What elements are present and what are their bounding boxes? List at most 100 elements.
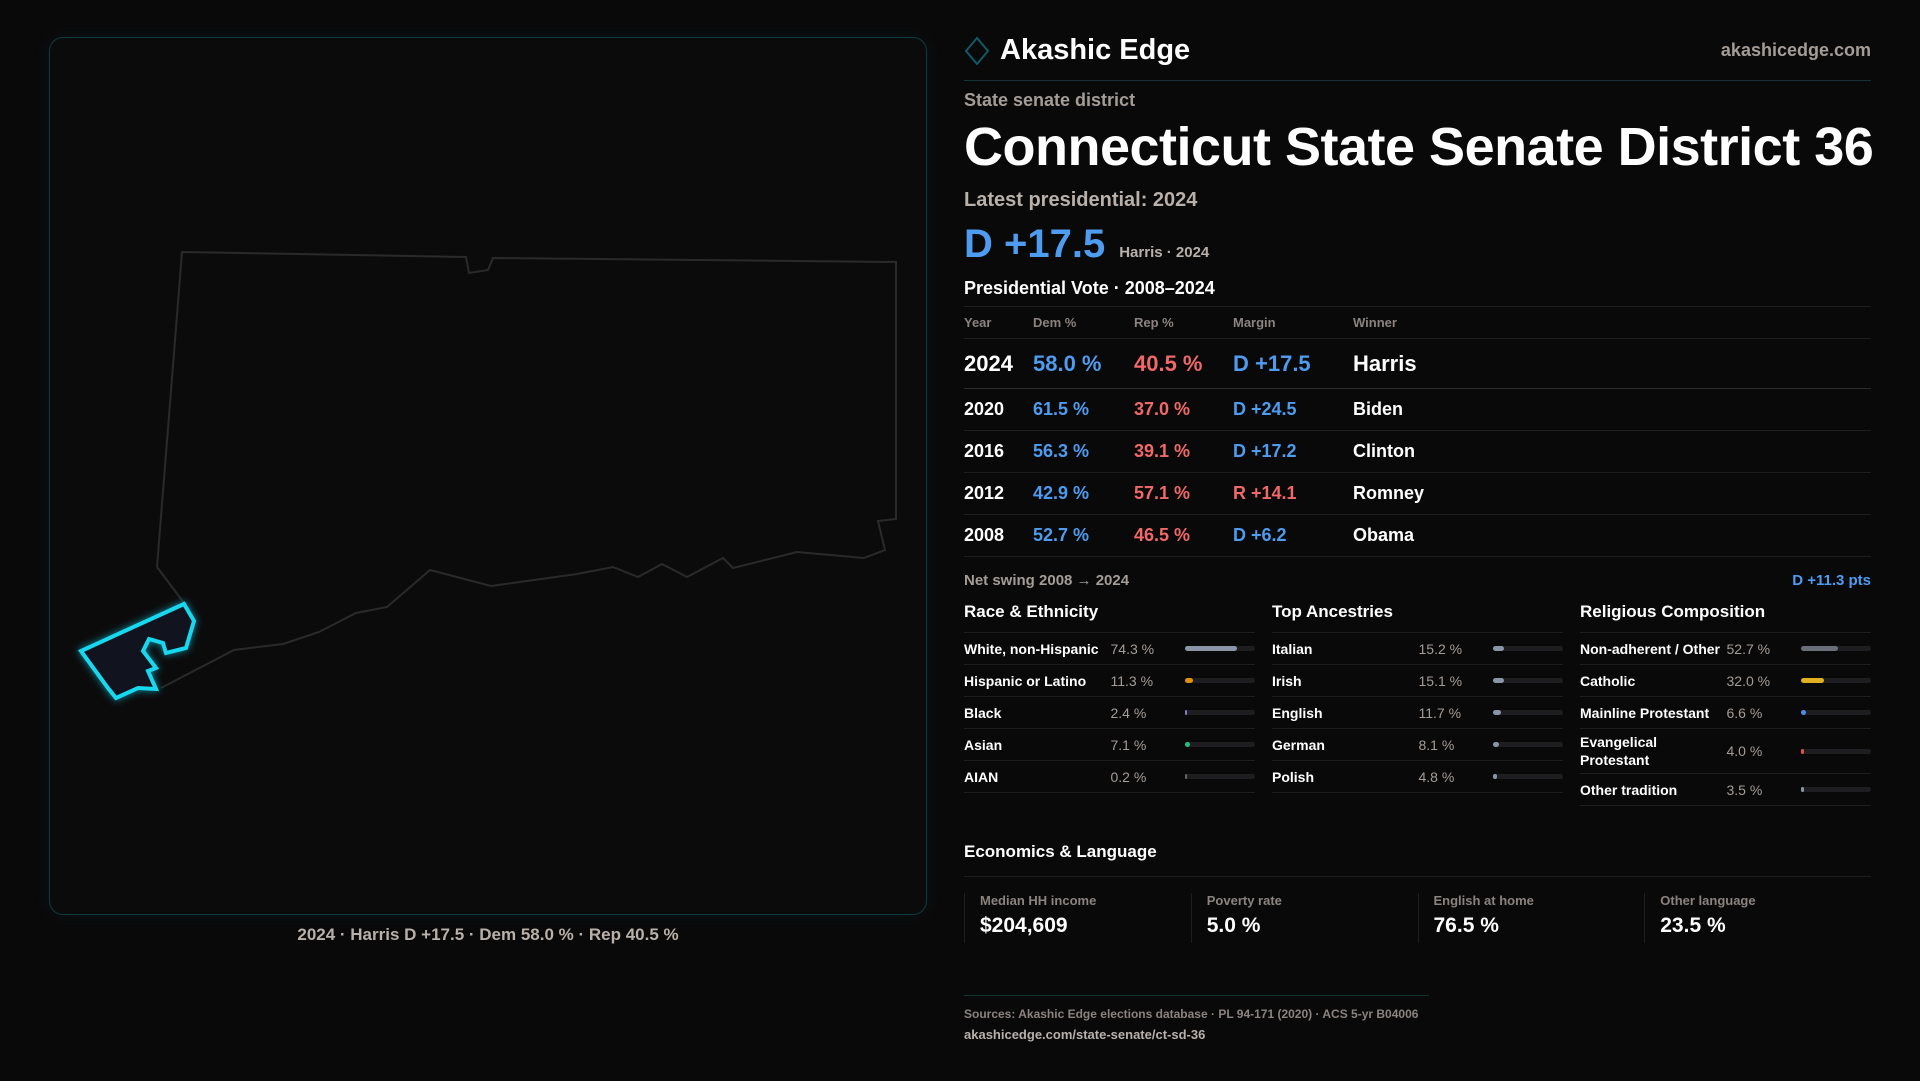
cell-rep: 57.1 % — [1134, 472, 1233, 515]
table-row: 2020 61.5 % 37.0 % D +24.5 Biden — [964, 388, 1871, 431]
stat-bar — [1185, 774, 1256, 779]
stat-bar — [1185, 742, 1256, 747]
cell-year: 2024 — [964, 338, 1033, 389]
cell-margin: D +24.5 — [1233, 388, 1353, 431]
latest-margin-block: D +17.5 Harris · 2024 — [964, 222, 1209, 267]
col-header: Margin — [1233, 306, 1353, 339]
stat-bar-fill — [1801, 710, 1806, 715]
col-header: Dem % — [1033, 306, 1134, 339]
stat-label: AIAN — [964, 768, 999, 785]
econ-value: 76.5 % — [1433, 914, 1499, 937]
cell-winner: Obama — [1353, 514, 1871, 557]
econ-card: English at home 76.5 % — [1417, 893, 1645, 943]
district-type: State senate district — [964, 90, 1136, 110]
net-swing-value: D +11.3 pts — [1792, 572, 1871, 589]
stat-bar — [1801, 646, 1872, 651]
cell-winner: Biden — [1353, 388, 1871, 431]
cell-dem: 42.9 % — [1033, 472, 1134, 515]
stat-label: Evangelical Protestant — [1580, 734, 1658, 768]
cell-margin: D +17.5 — [1233, 338, 1353, 389]
stat-label: Other tradition — [1580, 781, 1678, 798]
state-outline-west — [156, 566, 185, 604]
section-title: Race & Ethnicity — [964, 602, 1255, 633]
econ-cards: Median HH income $204,609 Poverty rate 5.0 … — [964, 893, 1871, 943]
stat-bar-fill — [1801, 678, 1824, 683]
stat-bar — [1493, 742, 1564, 747]
cell-margin: R +14.1 — [1233, 472, 1353, 515]
district-map[interactable] — [49, 37, 927, 915]
stat-bar — [1493, 646, 1564, 651]
stat-label: Asian — [964, 736, 1003, 753]
stat-value: 74.3 % — [1110, 640, 1155, 657]
stat-value: 4.0 % — [1726, 743, 1763, 759]
col-header: Year — [964, 306, 1033, 339]
pres-vote-title: Presidential Vote · 2008–2024 — [964, 278, 1215, 298]
pres-vote-table: Year Dem % Rep % Margin Winner 2024 58.0 % 40.… — [964, 306, 1871, 557]
stat-bar-fill — [1801, 787, 1804, 792]
econ-label: Other language — [1660, 893, 1756, 908]
state-outline — [156, 250, 897, 689]
stat-bar-fill — [1801, 646, 1839, 651]
stat-row: AIAN 0.2 % — [964, 761, 1256, 793]
econ-label: Median HH income — [980, 893, 1097, 908]
econ-card: Poverty rate 5.0 % — [1190, 893, 1418, 943]
stat-row: Polish 4.8 % — [1272, 761, 1564, 793]
stat-label: Non-adherent / Other — [1580, 640, 1721, 657]
map-caption: 2024 · Harris D +17.5 · Dem 58.0 % · Rep… — [297, 925, 679, 944]
section-0: Race & Ethnicity White, non-Hispanic 74.3 … — [964, 602, 1256, 793]
stat-row: Asian 7.1 % — [964, 729, 1256, 761]
stat-value: 4.8 % — [1418, 768, 1455, 785]
section-1: Top Ancestries Italian 15.2 % Irish 15.1 % En… — [1272, 602, 1564, 793]
stat-bar-fill — [1801, 748, 1805, 754]
stat-bar-fill — [1185, 646, 1238, 651]
site-link[interactable]: akashicedge.com — [1720, 40, 1871, 60]
net-swing-label: Net swing 2008 → 2024 — [964, 572, 1130, 589]
stat-value: 2.4 % — [1110, 704, 1147, 721]
cell-dem: 58.0 % — [1033, 338, 1134, 389]
stat-row: Other tradition 3.5 % — [1580, 774, 1872, 806]
stat-row: Italian 15.2 % — [1272, 633, 1564, 665]
latest-label: Latest presidential: 2024 — [964, 189, 1198, 211]
stat-row: White, non-Hispanic 74.3 % — [964, 633, 1256, 665]
latest-margin: D +17.5 — [964, 222, 1106, 266]
econ-card: Other language 23.5 % — [1644, 893, 1871, 943]
net-swing: Net swing 2008 → 2024 D +11.3 pts — [964, 572, 1871, 589]
stat-bar-fill — [1493, 774, 1497, 779]
stat-label: Hispanic or Latino — [964, 672, 1087, 689]
cell-winner: Clinton — [1353, 430, 1871, 473]
stat-bar-fill — [1185, 678, 1194, 683]
cell-dem: 61.5 % — [1033, 388, 1134, 431]
stat-row: Mainline Protestant 6.6 % — [1580, 697, 1872, 729]
section-title: Top Ancestries — [1272, 602, 1563, 633]
stat-bar — [1185, 678, 1256, 683]
econ-value: $204,609 — [980, 914, 1068, 937]
stat-bar — [1801, 748, 1872, 754]
brand[interactable]: Akashic Edge — [964, 34, 1190, 67]
cell-rep: 40.5 % — [1134, 338, 1233, 389]
stat-value: 32.0 % — [1726, 672, 1771, 689]
cell-dem: 56.3 % — [1033, 430, 1134, 473]
page-title: Connecticut State Senate District 36 — [964, 117, 1874, 177]
col-header: Winner — [1353, 306, 1871, 339]
stat-value: 6.6 % — [1726, 704, 1763, 721]
table-row: 2008 52.7 % 46.5 % D +6.2 Obama — [964, 514, 1871, 557]
cell-year: 2016 — [964, 430, 1033, 473]
stat-row: Non-adherent / Other 52.7 % — [1580, 633, 1872, 665]
stat-value: 3.5 % — [1726, 781, 1763, 798]
page-url[interactable]: akashicedge.com/state-senate/ct-sd-36 — [964, 1027, 1206, 1042]
stat-label: German — [1272, 736, 1325, 753]
stat-bar-fill — [1185, 774, 1188, 779]
diamond-logo-icon — [964, 35, 990, 66]
stat-bar — [1801, 710, 1872, 715]
stat-value: 15.1 % — [1418, 672, 1463, 689]
econ-value: 5.0 % — [1206, 914, 1261, 937]
econ-label: Poverty rate — [1206, 893, 1282, 908]
stat-row: Irish 15.1 % — [1272, 665, 1564, 697]
stat-value: 11.7 % — [1418, 704, 1462, 721]
stat-bar — [1493, 678, 1564, 683]
cell-year: 2008 — [964, 514, 1033, 557]
cell-year: 2012 — [964, 472, 1033, 515]
district-shape[interactable] — [77, 601, 197, 701]
sources: Sources: Akashic Edge elections database… — [964, 1007, 1419, 1021]
stat-label: Italian — [1272, 640, 1313, 657]
